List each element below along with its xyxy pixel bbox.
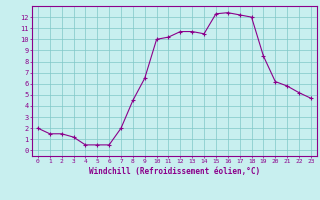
X-axis label: Windchill (Refroidissement éolien,°C): Windchill (Refroidissement éolien,°C) xyxy=(89,167,260,176)
